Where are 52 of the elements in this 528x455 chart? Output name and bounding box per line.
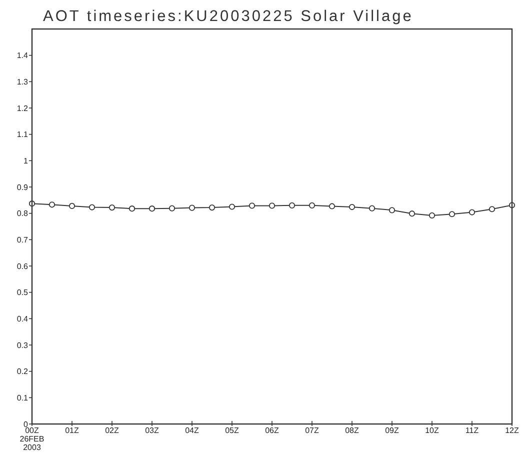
y-tick-label: 1.1 [16,130,29,140]
x-tick-label: 05Z [225,426,239,435]
y-tick-label: 0.4 [16,314,29,324]
y-tick-label: 0.9 [16,182,29,192]
point [208,204,216,211]
y-tick-label: 1 [24,156,29,166]
x-tick-label: 07Z [305,426,319,435]
y-tick-label: 0.1 [16,393,29,402]
y-tick-label: 0.6 [16,262,29,271]
point [268,202,276,209]
point [368,205,376,212]
y-tick-label: 0 [24,420,29,429]
point [288,202,296,208]
point [468,209,476,216]
x-tick-label: 06Z [265,426,279,435]
point [388,207,396,214]
point [448,211,456,218]
point [348,204,356,210]
point [488,206,496,212]
y-tick-label: 1.3 [16,77,29,86]
x-tick-label: 02Z [105,426,119,435]
x-tick-label: 01Z [65,426,79,435]
point [128,206,136,212]
point [168,205,176,212]
x-tick-label: 09Z [385,426,399,435]
y-tick-label: 0.5 [16,288,29,298]
point [108,204,116,211]
x-tick-label: 00Z 26FEB 2003 [20,426,44,452]
point [328,203,336,210]
point [68,202,76,210]
y-tick-label: 0.8 [16,209,29,218]
point [248,202,256,209]
y-tick-label: 0.2 [16,367,29,376]
point [88,204,96,210]
x-tick-label: 11Z [465,426,479,435]
point [48,202,56,208]
y-tick-label: 0.3 [16,340,29,350]
point [308,202,316,208]
y-tick-label: 1.4 [16,51,29,60]
point [228,204,236,210]
point [188,204,196,211]
point [428,212,436,218]
x-tick-label: 10Z [425,426,439,435]
y-tick-label: 0.7 [16,235,29,244]
point [148,206,156,212]
x-tick-label: 04Z [185,426,199,435]
point [408,210,416,217]
x-tick-label: 03Z [145,426,159,435]
x-tick-label: 08Z [345,426,359,435]
x-tick-label: 12Z [505,426,519,435]
chart-title: AOT timeseries:KU20030225 Solar Village [43,8,414,25]
y-tick-label: 1.2 [16,104,29,113]
